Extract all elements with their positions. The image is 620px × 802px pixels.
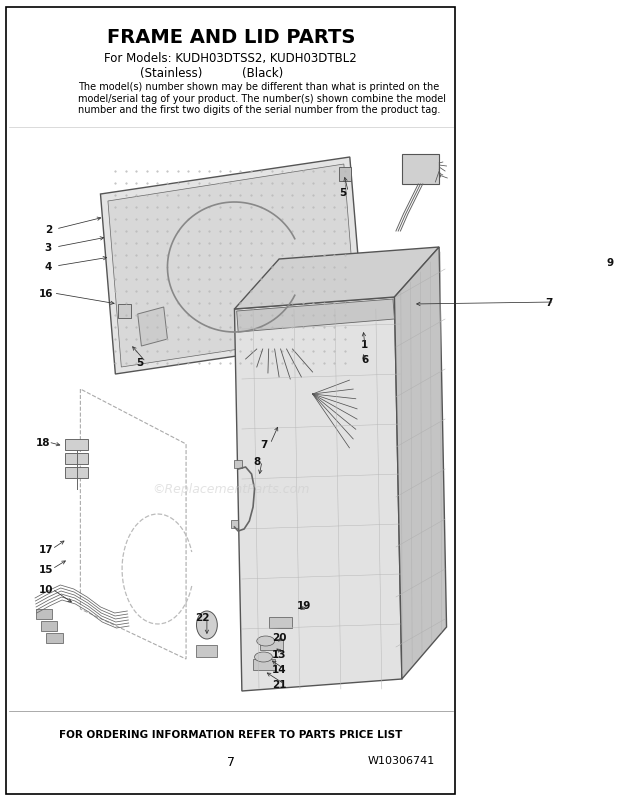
Text: 9: 9: [607, 257, 614, 268]
Polygon shape: [234, 298, 402, 691]
Text: The model(s) number shown may be different than what is printed on the
model/ser: The model(s) number shown may be differe…: [79, 82, 446, 115]
Bar: [339, 168, 352, 182]
Polygon shape: [108, 164, 357, 367]
Text: 2: 2: [45, 225, 52, 235]
Text: 16: 16: [39, 289, 53, 298]
Bar: [231, 520, 238, 529]
Bar: [260, 639, 283, 650]
Text: 21: 21: [272, 679, 286, 689]
Bar: [307, 365, 316, 374]
Bar: [253, 659, 275, 670]
Text: 17: 17: [39, 545, 53, 554]
Text: FOR ORDERING INFORMATION REFER TO PARTS PRICE LIST: FOR ORDERING INFORMATION REFER TO PARTS …: [59, 729, 402, 739]
Bar: [312, 379, 321, 388]
Bar: [41, 622, 57, 631]
Text: 7: 7: [260, 439, 268, 449]
Polygon shape: [237, 300, 394, 333]
Text: For Models: KUDH03DTSS2, KUDH03DTBL2: For Models: KUDH03DTSS2, KUDH03DTBL2: [104, 52, 357, 65]
Bar: [270, 618, 292, 628]
Circle shape: [197, 611, 218, 639]
Text: 7: 7: [546, 298, 553, 308]
Text: 3: 3: [45, 243, 52, 253]
Text: 20: 20: [272, 632, 286, 642]
Bar: [66, 468, 88, 479]
Polygon shape: [100, 158, 365, 375]
Text: 13: 13: [272, 649, 286, 659]
Text: 4: 4: [45, 261, 52, 272]
Text: 8: 8: [253, 456, 260, 467]
Ellipse shape: [257, 636, 275, 646]
Text: 5: 5: [339, 188, 346, 198]
Ellipse shape: [255, 652, 272, 662]
Text: (Black): (Black): [242, 67, 283, 80]
Polygon shape: [234, 248, 439, 310]
Bar: [197, 645, 218, 657]
Text: (Stainless): (Stainless): [140, 67, 202, 80]
Bar: [66, 453, 88, 464]
Text: 10: 10: [39, 585, 53, 594]
Text: FRAME AND LID PARTS: FRAME AND LID PARTS: [107, 28, 355, 47]
Text: 18: 18: [36, 437, 50, 448]
Text: 1: 1: [361, 339, 368, 350]
Text: ©ReplacementParts.com: ©ReplacementParts.com: [152, 483, 309, 496]
Bar: [46, 634, 63, 643]
Text: 6: 6: [361, 354, 368, 365]
Bar: [316, 395, 324, 403]
Polygon shape: [394, 248, 446, 679]
Bar: [36, 610, 52, 619]
Text: 14: 14: [272, 664, 286, 674]
Polygon shape: [402, 155, 439, 184]
Text: 15: 15: [39, 565, 53, 574]
Bar: [234, 460, 242, 468]
Text: 7: 7: [227, 755, 235, 768]
Text: 5: 5: [136, 358, 144, 367]
Polygon shape: [138, 308, 167, 346]
Bar: [66, 439, 88, 451]
Bar: [118, 305, 131, 318]
Text: W10306741: W10306741: [368, 755, 435, 765]
Text: 22: 22: [195, 612, 210, 622]
Text: 19: 19: [296, 600, 311, 610]
